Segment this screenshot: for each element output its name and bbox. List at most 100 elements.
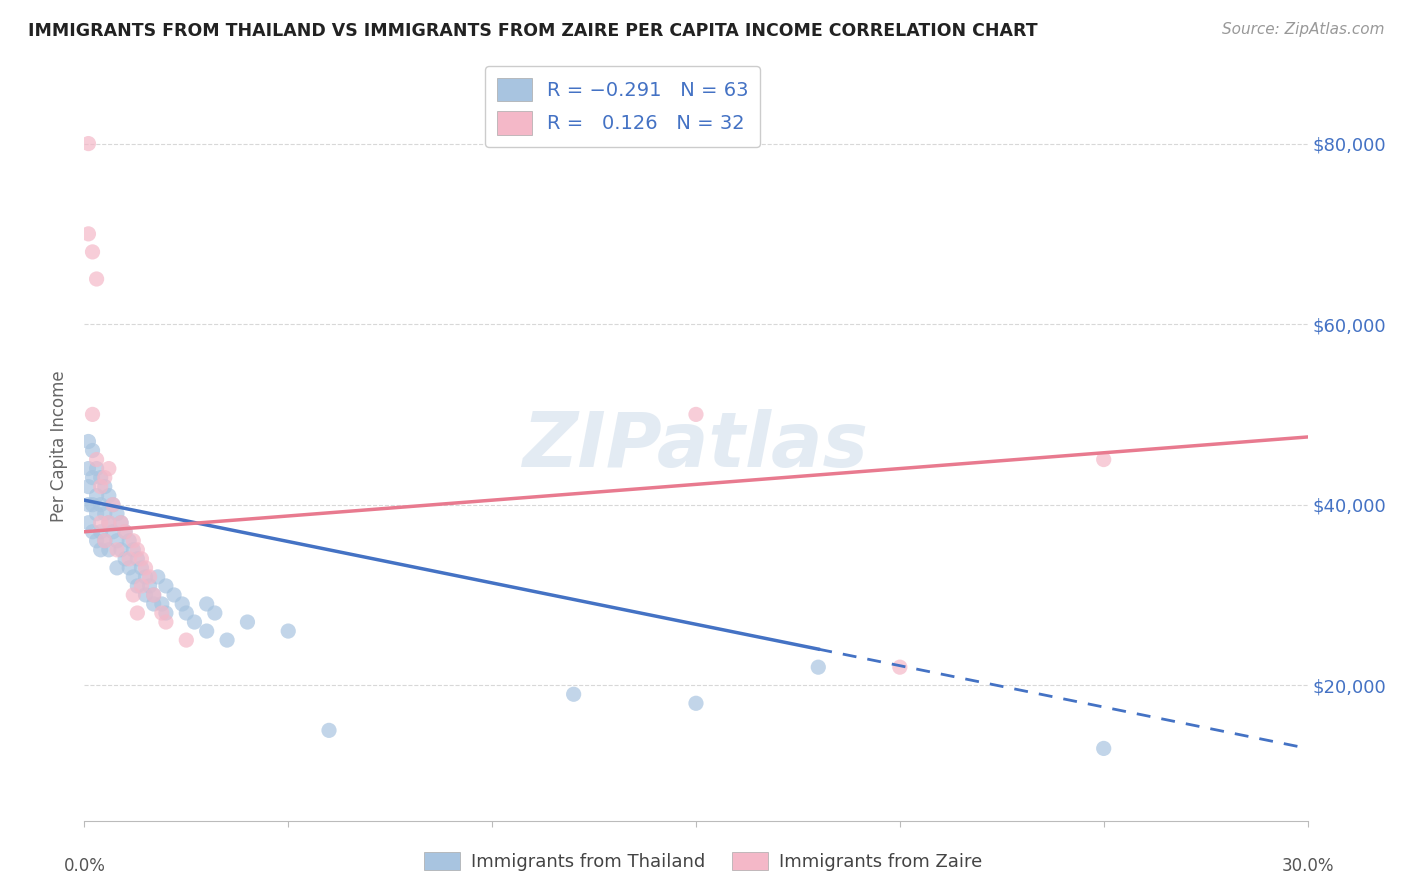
Point bbox=[86, 489, 108, 503]
Point bbox=[97, 461, 120, 475]
Point bbox=[1092, 741, 1115, 756]
Point bbox=[1092, 452, 1115, 467]
Point bbox=[93, 533, 115, 548]
Point bbox=[146, 570, 169, 584]
Point bbox=[172, 597, 194, 611]
Point bbox=[195, 597, 218, 611]
Point bbox=[142, 588, 165, 602]
Point bbox=[82, 524, 104, 539]
Point bbox=[127, 552, 149, 566]
Point bbox=[142, 597, 165, 611]
Point bbox=[90, 524, 112, 539]
Point bbox=[93, 507, 115, 521]
Point bbox=[77, 136, 100, 151]
Point bbox=[217, 633, 239, 648]
Point bbox=[127, 606, 149, 620]
Point bbox=[204, 606, 226, 620]
Point bbox=[174, 606, 197, 620]
Point bbox=[77, 227, 100, 241]
Point bbox=[122, 533, 145, 548]
Point bbox=[127, 542, 149, 557]
Point bbox=[82, 443, 104, 458]
Point bbox=[114, 524, 136, 539]
Point bbox=[277, 624, 299, 638]
Point bbox=[150, 597, 173, 611]
Point bbox=[127, 579, 149, 593]
Point bbox=[90, 498, 112, 512]
Point bbox=[77, 461, 100, 475]
Point bbox=[77, 434, 100, 449]
Point bbox=[97, 516, 120, 530]
Point bbox=[122, 542, 145, 557]
Point bbox=[685, 408, 707, 422]
Point bbox=[114, 524, 136, 539]
Point bbox=[86, 533, 108, 548]
Point bbox=[82, 470, 104, 484]
Point bbox=[77, 480, 100, 494]
Point bbox=[77, 516, 100, 530]
Point bbox=[685, 696, 707, 710]
Point bbox=[318, 723, 340, 738]
Point bbox=[90, 516, 112, 530]
Point bbox=[97, 542, 120, 557]
Point bbox=[150, 606, 173, 620]
Point bbox=[101, 498, 124, 512]
Point bbox=[110, 542, 132, 557]
Legend: Immigrants from Thailand, Immigrants from Zaire: Immigrants from Thailand, Immigrants fro… bbox=[416, 845, 990, 879]
Point bbox=[90, 480, 112, 494]
Point bbox=[77, 498, 100, 512]
Point bbox=[135, 570, 157, 584]
Text: ZIPatlas: ZIPatlas bbox=[523, 409, 869, 483]
Point bbox=[155, 579, 177, 593]
Text: IMMIGRANTS FROM THAILAND VS IMMIGRANTS FROM ZAIRE PER CAPITA INCOME CORRELATION : IMMIGRANTS FROM THAILAND VS IMMIGRANTS F… bbox=[28, 22, 1038, 40]
Point bbox=[142, 588, 165, 602]
Point bbox=[138, 570, 160, 584]
Legend: R = −0.291   N = 63, R =   0.126   N = 32: R = −0.291 N = 63, R = 0.126 N = 32 bbox=[485, 66, 761, 146]
Point bbox=[155, 606, 177, 620]
Point bbox=[105, 533, 128, 548]
Point bbox=[97, 516, 120, 530]
Point bbox=[114, 552, 136, 566]
Point bbox=[110, 516, 132, 530]
Point bbox=[131, 561, 153, 575]
Text: 30.0%: 30.0% bbox=[1281, 856, 1334, 875]
Text: 0.0%: 0.0% bbox=[63, 856, 105, 875]
Point bbox=[90, 470, 112, 484]
Point bbox=[118, 561, 141, 575]
Point bbox=[155, 615, 177, 629]
Point bbox=[174, 633, 197, 648]
Point bbox=[82, 408, 104, 422]
Point bbox=[889, 660, 911, 674]
Point bbox=[118, 533, 141, 548]
Point bbox=[82, 498, 104, 512]
Point bbox=[195, 624, 218, 638]
Point bbox=[236, 615, 259, 629]
Point bbox=[105, 507, 128, 521]
Point bbox=[86, 452, 108, 467]
Point bbox=[86, 272, 108, 286]
Point bbox=[135, 588, 157, 602]
Point bbox=[122, 588, 145, 602]
Point bbox=[93, 480, 115, 494]
Point bbox=[93, 533, 115, 548]
Y-axis label: Per Capita Income: Per Capita Income bbox=[51, 370, 69, 522]
Point bbox=[105, 542, 128, 557]
Point bbox=[122, 570, 145, 584]
Point bbox=[90, 542, 112, 557]
Point bbox=[807, 660, 830, 674]
Text: Source: ZipAtlas.com: Source: ZipAtlas.com bbox=[1222, 22, 1385, 37]
Point bbox=[131, 552, 153, 566]
Point bbox=[163, 588, 186, 602]
Point bbox=[562, 687, 585, 701]
Point bbox=[82, 244, 104, 259]
Point bbox=[86, 507, 108, 521]
Point bbox=[101, 498, 124, 512]
Point bbox=[135, 561, 157, 575]
Point bbox=[86, 461, 108, 475]
Point bbox=[110, 516, 132, 530]
Point bbox=[97, 489, 120, 503]
Point bbox=[183, 615, 205, 629]
Point bbox=[131, 579, 153, 593]
Point bbox=[101, 524, 124, 539]
Point bbox=[138, 579, 160, 593]
